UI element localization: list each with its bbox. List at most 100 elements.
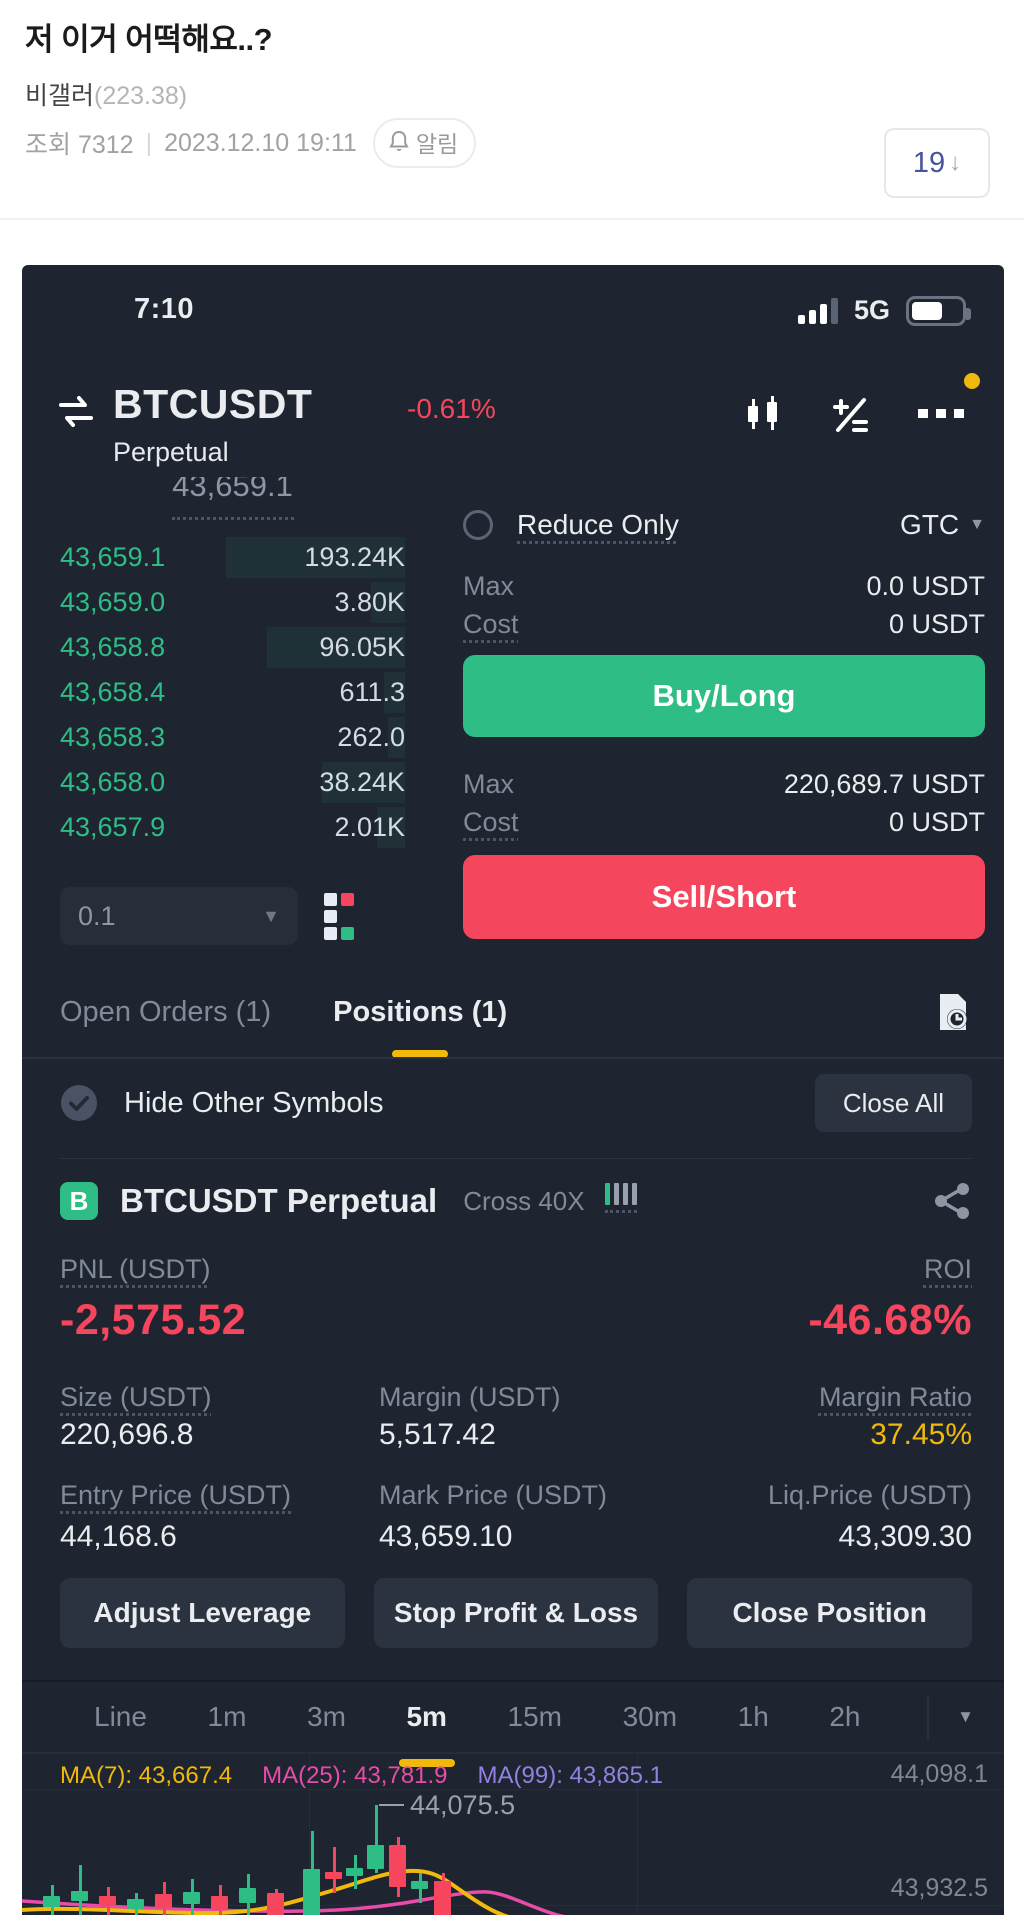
margin-mode-leverage[interactable]: Cross 40X xyxy=(463,1185,585,1216)
signal-icon xyxy=(797,297,838,324)
tf-30m[interactable]: 30m xyxy=(622,1701,678,1732)
ma25-label: MA(25): 43,781.9 xyxy=(262,1762,448,1789)
chart-gridline xyxy=(22,1905,1004,1906)
reduce-only-radio[interactable] xyxy=(463,510,493,540)
buy-long-button[interactable]: Buy/Long xyxy=(463,655,985,737)
tf-3m[interactable]: 3m xyxy=(307,1701,346,1732)
margin-label: Margin (USDT) xyxy=(379,1382,561,1412)
close-all-button[interactable]: Close All xyxy=(814,1074,972,1132)
calculator-icon[interactable] xyxy=(828,392,874,438)
author-ip: (223.38) xyxy=(94,82,188,110)
candle-body xyxy=(183,1892,200,1904)
orderbook-row[interactable]: 43,658.4 611.3 xyxy=(60,670,405,715)
swap-icon[interactable] xyxy=(55,391,97,433)
tab-positions[interactable]: Positions (1) xyxy=(333,995,508,1028)
alarm-label: 알림 xyxy=(415,131,459,157)
post-timestamp: 2023.12.10 19:11 xyxy=(164,128,357,157)
more-dots-icon xyxy=(918,409,964,418)
comment-count-button[interactable]: 19 ↓ xyxy=(884,128,990,198)
post-meta: 조회 7312 | 2023.12.10 19:11 알림 xyxy=(25,118,477,168)
share-icon[interactable] xyxy=(932,1181,972,1221)
candle-body xyxy=(43,1896,60,1907)
post-author: 비갤러(223.38) xyxy=(25,76,187,112)
candles-area[interactable]: 44,075.5 xyxy=(22,1789,1004,1915)
tif-select[interactable]: GTC ▼ xyxy=(900,509,985,540)
mark-price-value: 43,659.10 xyxy=(379,1520,513,1553)
trade-section: 43,659.1 43,659.1 193.24K 43,659.0 3.80K 4… xyxy=(60,477,985,1219)
more-menu[interactable] xyxy=(916,373,980,440)
symbol-name[interactable]: BTCUSDT xyxy=(113,381,313,427)
pnl-label: PNL (USDT) xyxy=(60,1254,211,1284)
leverage-bars-icon[interactable] xyxy=(604,1183,637,1213)
sell-short-button[interactable]: Sell/Short xyxy=(463,855,985,939)
alarm-button[interactable]: 알림 xyxy=(372,118,477,168)
orderbook-row[interactable]: 43,659.0 3.80K xyxy=(60,580,405,625)
chevron-down-icon: ▼ xyxy=(262,905,280,926)
tf-1m[interactable]: 1m xyxy=(207,1701,247,1732)
binance-badge: B xyxy=(60,1182,98,1220)
author-name: 비갤러 xyxy=(25,82,95,110)
candle-body xyxy=(389,1845,406,1887)
liq-price-value: 43,309.30 xyxy=(838,1520,972,1553)
chart-gridline xyxy=(637,1754,638,1915)
header-divider xyxy=(0,218,1024,220)
tf-1h[interactable]: 1h xyxy=(737,1701,769,1732)
candle-body xyxy=(211,1896,228,1910)
close-position-button[interactable]: Close Position xyxy=(687,1578,973,1648)
chart-gridline xyxy=(309,1754,310,1915)
entry-price-value: 44,168.6 xyxy=(60,1520,177,1553)
last-price[interactable]: 43,659.1 xyxy=(172,477,293,503)
pnl-value: -2,575.52 xyxy=(60,1296,247,1344)
entry-price-label: Entry Price (USDT) xyxy=(60,1480,292,1510)
tf-5m[interactable]: 5m xyxy=(406,1701,447,1732)
sell-max-value: 220,689.7 USDT xyxy=(783,769,985,799)
tf-2h[interactable]: 2h xyxy=(829,1701,861,1732)
timeframe-separator xyxy=(927,1695,930,1739)
candle-body xyxy=(71,1891,88,1901)
comment-count: 19 xyxy=(912,146,946,179)
candle-body xyxy=(434,1881,451,1915)
last-price-underline xyxy=(171,517,294,520)
order-book: 43,659.1 43,659.1 193.24K 43,659.0 3.80K 4… xyxy=(60,477,405,945)
tick-size-select[interactable]: 0.1 ▼ xyxy=(60,887,298,945)
orderbook-row[interactable]: 43,657.9 2.01K xyxy=(60,805,405,850)
candle-wick xyxy=(375,1805,378,1873)
orderbook-row[interactable]: 43,659.1 193.24K xyxy=(60,535,405,580)
trading-app-screenshot: 7:10 5G BTCUSDT -0.61% Perpetual 43,659.… xyxy=(22,265,1004,1915)
candle-body xyxy=(325,1872,342,1879)
tab-open-orders[interactable]: Open Orders (1) xyxy=(60,995,272,1028)
orderbook-row[interactable]: 43,658.0 38.24K xyxy=(60,760,405,805)
sell-cost-label: Cost xyxy=(463,807,519,837)
check-circle-icon[interactable] xyxy=(60,1084,98,1122)
view-count: 조회 7312 xyxy=(25,131,134,159)
candle-body xyxy=(99,1896,116,1906)
ma7-line xyxy=(22,1868,509,1915)
position-symbol[interactable]: BTCUSDT Perpetual xyxy=(120,1182,438,1219)
candle-wick xyxy=(333,1847,336,1893)
orderbook-row[interactable]: 43,658.8 96.05K xyxy=(60,625,405,670)
ma99-label: MA(99): 43,865.1 xyxy=(477,1762,663,1789)
status-bar: 7:10 5G xyxy=(22,289,1004,335)
ma-legend: MA(7): 43,667.4 MA(25): 43,781.9 MA(99):… xyxy=(60,1762,663,1790)
chart-icon[interactable] xyxy=(740,392,786,438)
orderbook-layout-icon[interactable] xyxy=(324,892,354,940)
sell-cost-value: 0 USDT xyxy=(888,807,985,837)
orderbook-row[interactable]: 43,658.3 262.0 xyxy=(60,715,405,760)
ma7-label: MA(7): 43,667.4 xyxy=(60,1762,233,1789)
buy-max-label: Max xyxy=(463,571,515,601)
candlestick-chart[interactable]: MA(7): 43,667.4 MA(25): 43,781.9 MA(99):… xyxy=(22,1752,1004,1915)
notification-dot xyxy=(964,373,980,389)
size-label: Size (USDT) xyxy=(60,1382,212,1412)
timeframe-more-dropdown[interactable]: ▼ xyxy=(957,1707,974,1726)
margin-ratio-value: 37.45% xyxy=(870,1418,972,1451)
network-label: 5G xyxy=(853,295,890,325)
tf-line[interactable]: Line xyxy=(94,1701,147,1732)
tabs-divider xyxy=(22,1057,1004,1059)
battery-icon xyxy=(906,295,971,326)
adjust-leverage-button[interactable]: Adjust Leverage xyxy=(60,1578,345,1648)
candle-body xyxy=(411,1881,428,1889)
order-history-icon[interactable] xyxy=(932,990,972,1034)
tf-15m[interactable]: 15m xyxy=(507,1701,562,1732)
stop-profit-loss-button[interactable]: Stop Profit & Loss xyxy=(373,1578,659,1648)
size-value: 220,696.8 xyxy=(60,1418,194,1451)
